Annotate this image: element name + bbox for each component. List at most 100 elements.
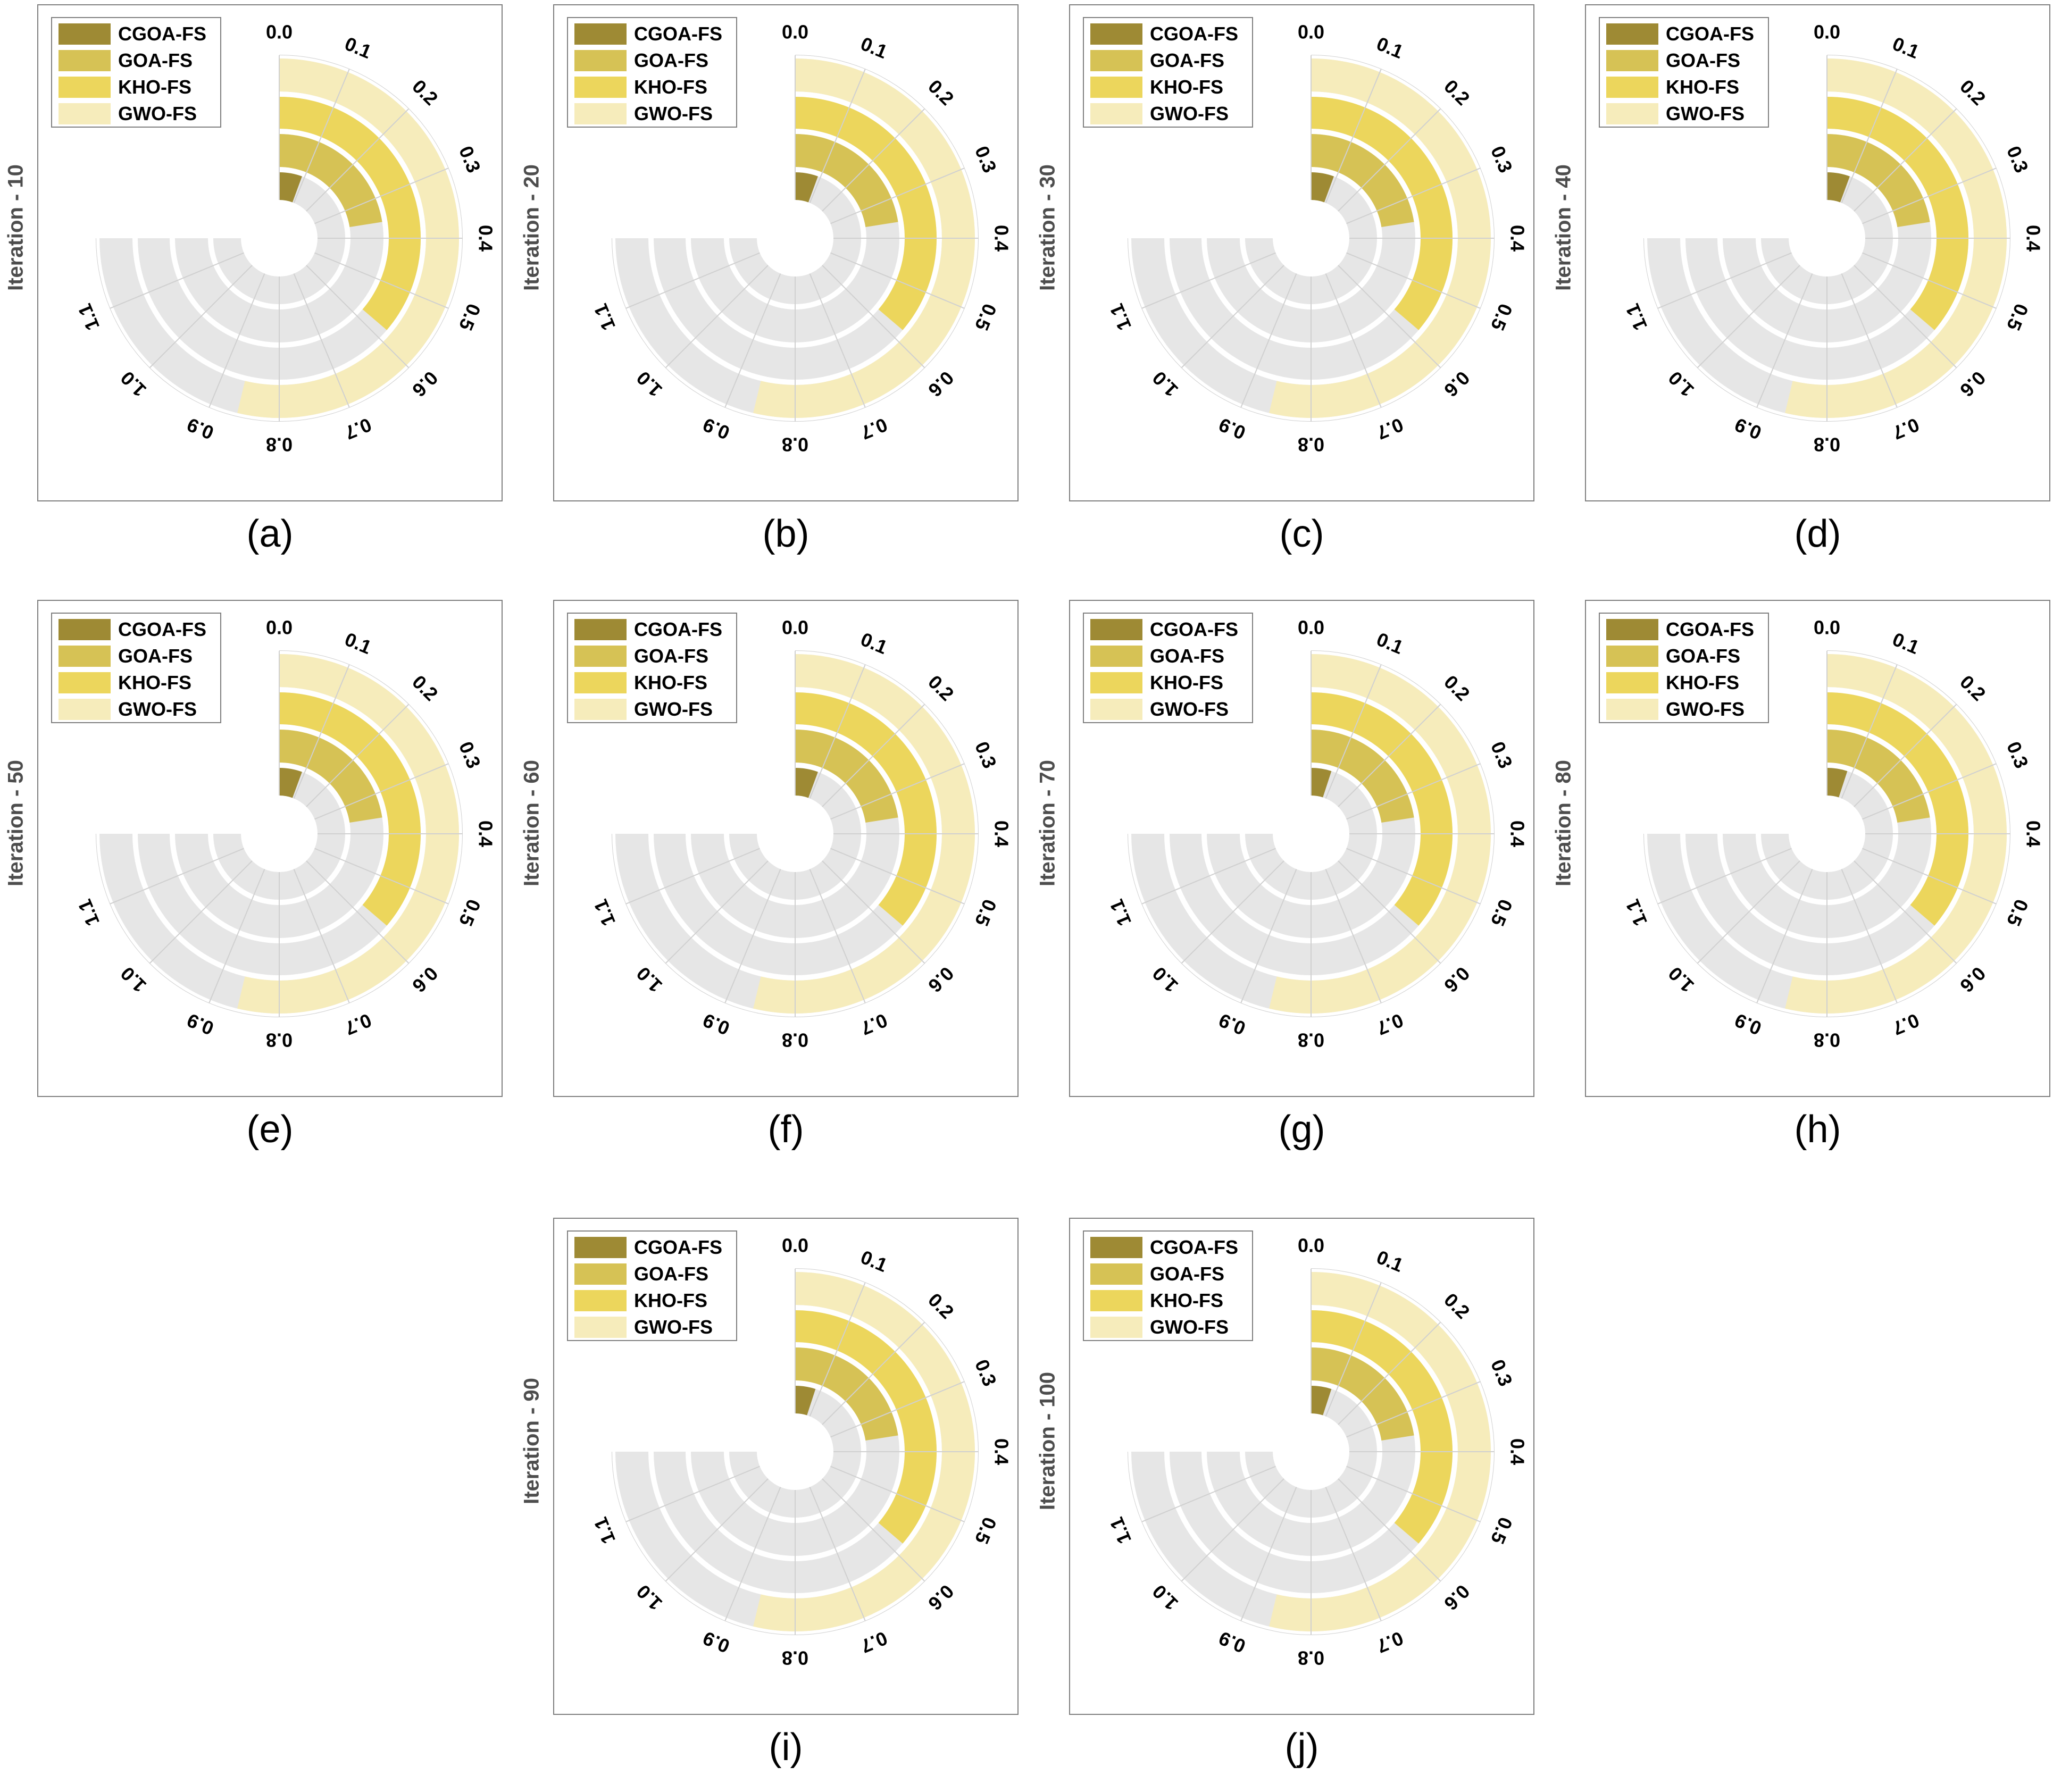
legend: CGOA-FS GOA-FS KHO-FS GWO-FS <box>567 1230 737 1341</box>
y-axis-label: Iteration - 60 <box>520 760 544 886</box>
legend-swatch <box>574 50 627 71</box>
theta-tick-label: 1.0 <box>1664 962 1698 997</box>
legend-swatch <box>1090 646 1142 667</box>
theta-gridline <box>1325 869 1382 1003</box>
theta-tick-label: 0.9 <box>184 1009 217 1040</box>
theta-tick-label: 0.8 <box>1814 433 1840 455</box>
legend: CGOA-FS GOA-FS KHO-FS GWO-FS <box>1083 1230 1253 1341</box>
radial-bar-chart: 0.0 0.1 0.2 0.3 0.4 0.5 0.6 0.7 0.8 0.9 1.0 1.1 <box>589 1235 1012 1669</box>
legend-swatch <box>574 77 627 98</box>
legend-swatch <box>574 1290 627 1311</box>
theta-gridline <box>1862 252 1997 309</box>
theta-tick-label: 1.1 <box>1621 300 1651 333</box>
theta-gridline <box>1346 168 1481 224</box>
bar-gwo-fs <box>1269 58 1491 418</box>
legend-swatch <box>1606 77 1658 98</box>
y-axis-label: Iteration - 10 <box>4 164 28 291</box>
theta-gridline <box>1841 664 1898 799</box>
theta-tick-label: 0.1 <box>341 628 374 658</box>
theta-tick-label: 0.7 <box>1373 1009 1406 1040</box>
legend-label: GWO-FS <box>1150 1316 1229 1338</box>
theta-tick-label: 0.3 <box>2002 739 2033 772</box>
legend-item: GOA-FS <box>1090 49 1250 72</box>
theta-gridline <box>625 1466 760 1522</box>
legend-label: CGOA-FS <box>1666 23 1754 45</box>
theta-tick-label: 1.0 <box>1148 962 1182 997</box>
legend-swatch <box>574 1317 627 1338</box>
theta-tick-label: 0.9 <box>1216 1009 1249 1040</box>
bar-gwo-fs <box>237 654 460 1014</box>
theta-tick-label: 0.9 <box>700 1627 733 1657</box>
theta-gridline <box>306 704 409 807</box>
legend-swatch <box>1090 23 1142 45</box>
legend-item: GOA-FS <box>1606 49 1766 72</box>
bar-cgoa-fs <box>1827 768 1848 798</box>
legend-label: GOA-FS <box>1150 645 1224 667</box>
theta-tick-label: 0.5 <box>455 896 485 929</box>
theta-tick-label: 0.0 <box>782 21 808 43</box>
theta-gridline <box>665 1478 769 1581</box>
theta-tick-label: 1.1 <box>73 896 104 929</box>
theta-tick-label: 0.3 <box>2002 143 2033 176</box>
theta-tick-label: 0.0 <box>1814 21 1840 43</box>
bar-kho-fs <box>795 1310 937 1544</box>
legend-swatch <box>1090 672 1142 693</box>
legend-swatch <box>574 23 627 45</box>
legend-item: GWO-FS <box>59 698 218 721</box>
theta-tick-label: 0.3 <box>971 739 1001 772</box>
theta-tick-label: 0.6 <box>1956 367 1990 401</box>
theta-gridline <box>822 704 925 807</box>
theta-gridline <box>1854 860 1957 964</box>
theta-gridline <box>1240 1487 1297 1621</box>
legend-swatch <box>1090 699 1142 720</box>
theta-tick-label: 0.2 <box>1440 1288 1474 1322</box>
legend-swatch <box>59 50 111 71</box>
theta-tick-label: 0.7 <box>341 414 374 444</box>
bar-gwo-fs <box>1785 654 2007 1014</box>
y-axis-label: Iteration - 100 <box>1036 1371 1059 1511</box>
theta-tick-label: 0.2 <box>408 671 442 705</box>
legend-item: GWO-FS <box>1090 102 1250 125</box>
legend-swatch <box>574 1263 627 1285</box>
y-axis-label: Iteration - 30 <box>1036 164 1059 291</box>
theta-gridline <box>1657 252 1792 309</box>
legend-label: GOA-FS <box>634 645 708 667</box>
bar-kho-fs <box>1827 692 1968 926</box>
radial-bar-chart: 0.0 0.1 0.2 0.3 0.4 0.5 0.6 0.7 0.8 0.9 1.0 1.1 <box>73 617 496 1051</box>
legend-label: GWO-FS <box>634 1316 713 1338</box>
legend-label: CGOA-FS <box>1150 618 1238 640</box>
radial-bar-chart: 0.0 0.1 0.2 0.3 0.4 0.5 0.6 0.7 0.8 0.9 1.0 1.1 <box>589 617 1012 1051</box>
legend-label: CGOA-FS <box>634 618 722 640</box>
theta-gridline <box>293 869 350 1003</box>
theta-gridline <box>306 860 409 964</box>
theta-tick-label: 0.2 <box>924 1288 958 1322</box>
legend-item: GOA-FS <box>574 1262 734 1286</box>
theta-gridline <box>809 273 866 408</box>
theta-gridline <box>1325 664 1382 799</box>
bar-cgoa-fs <box>279 768 302 798</box>
theta-gridline <box>1325 69 1382 203</box>
panel-caption: (a) <box>246 513 294 555</box>
theta-gridline <box>1841 869 1898 1003</box>
legend-swatch <box>574 646 627 667</box>
legend-swatch <box>59 77 111 98</box>
theta-gridline <box>1346 252 1481 309</box>
theta-gridline <box>1338 108 1441 212</box>
theta-gridline <box>724 1487 781 1621</box>
bar-gwo-fs <box>1269 654 1491 1014</box>
theta-tick-label: 0.9 <box>184 414 217 444</box>
bar-goa-fs <box>279 730 382 823</box>
theta-gridline <box>1862 763 1997 820</box>
theta-tick-label: 0.7 <box>341 1009 374 1040</box>
panel-caption: (c) <box>1279 513 1324 555</box>
theta-gridline <box>1346 763 1481 820</box>
theta-tick-label: 0.3 <box>455 143 485 176</box>
theta-tick-label: 0.4 <box>990 820 1012 847</box>
legend-swatch <box>1606 619 1658 640</box>
theta-gridline <box>1325 1282 1382 1417</box>
bar-gwo-fs <box>753 1272 975 1631</box>
bar-kho-fs <box>279 692 421 926</box>
theta-tick-label: 0.3 <box>1487 143 1517 176</box>
theta-gridline <box>822 860 925 964</box>
